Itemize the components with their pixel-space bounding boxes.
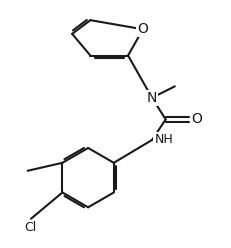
Text: NH: NH <box>154 133 173 147</box>
Text: Cl: Cl <box>24 221 36 234</box>
Text: O: O <box>137 22 148 36</box>
Text: O: O <box>192 112 203 126</box>
Text: N: N <box>147 91 157 105</box>
